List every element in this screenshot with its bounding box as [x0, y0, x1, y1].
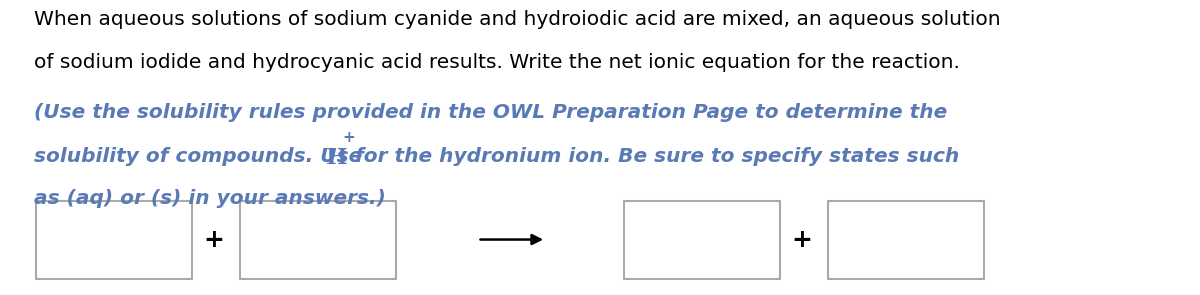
Bar: [828, 201, 984, 279]
Text: +: +: [203, 227, 224, 252]
Text: solubility of compounds. Use: solubility of compounds. Use: [34, 148, 368, 166]
Text: (Use the solubility rules provided in the OWL Preparation Page to determine the: (Use the solubility rules provided in th…: [34, 103, 947, 122]
Text: of sodium iodide and hydrocyanic acid results. Write the net ionic equation for : of sodium iodide and hydrocyanic acid re…: [34, 53, 960, 72]
Bar: [240, 201, 396, 279]
Text: +: +: [343, 130, 355, 145]
Text: for the hydronium ion. Be sure to specify states such: for the hydronium ion. Be sure to specif…: [348, 148, 960, 166]
Bar: [36, 201, 192, 279]
Text: as (aq) or (s) in your answers.): as (aq) or (s) in your answers.): [34, 189, 385, 208]
Text: When aqueous solutions of sodium cyanide and hydroiodic acid are mixed, an aqueo: When aqueous solutions of sodium cyanide…: [34, 10, 1001, 29]
Text: +: +: [791, 227, 812, 252]
Text: H: H: [326, 148, 348, 170]
Bar: [624, 201, 780, 279]
